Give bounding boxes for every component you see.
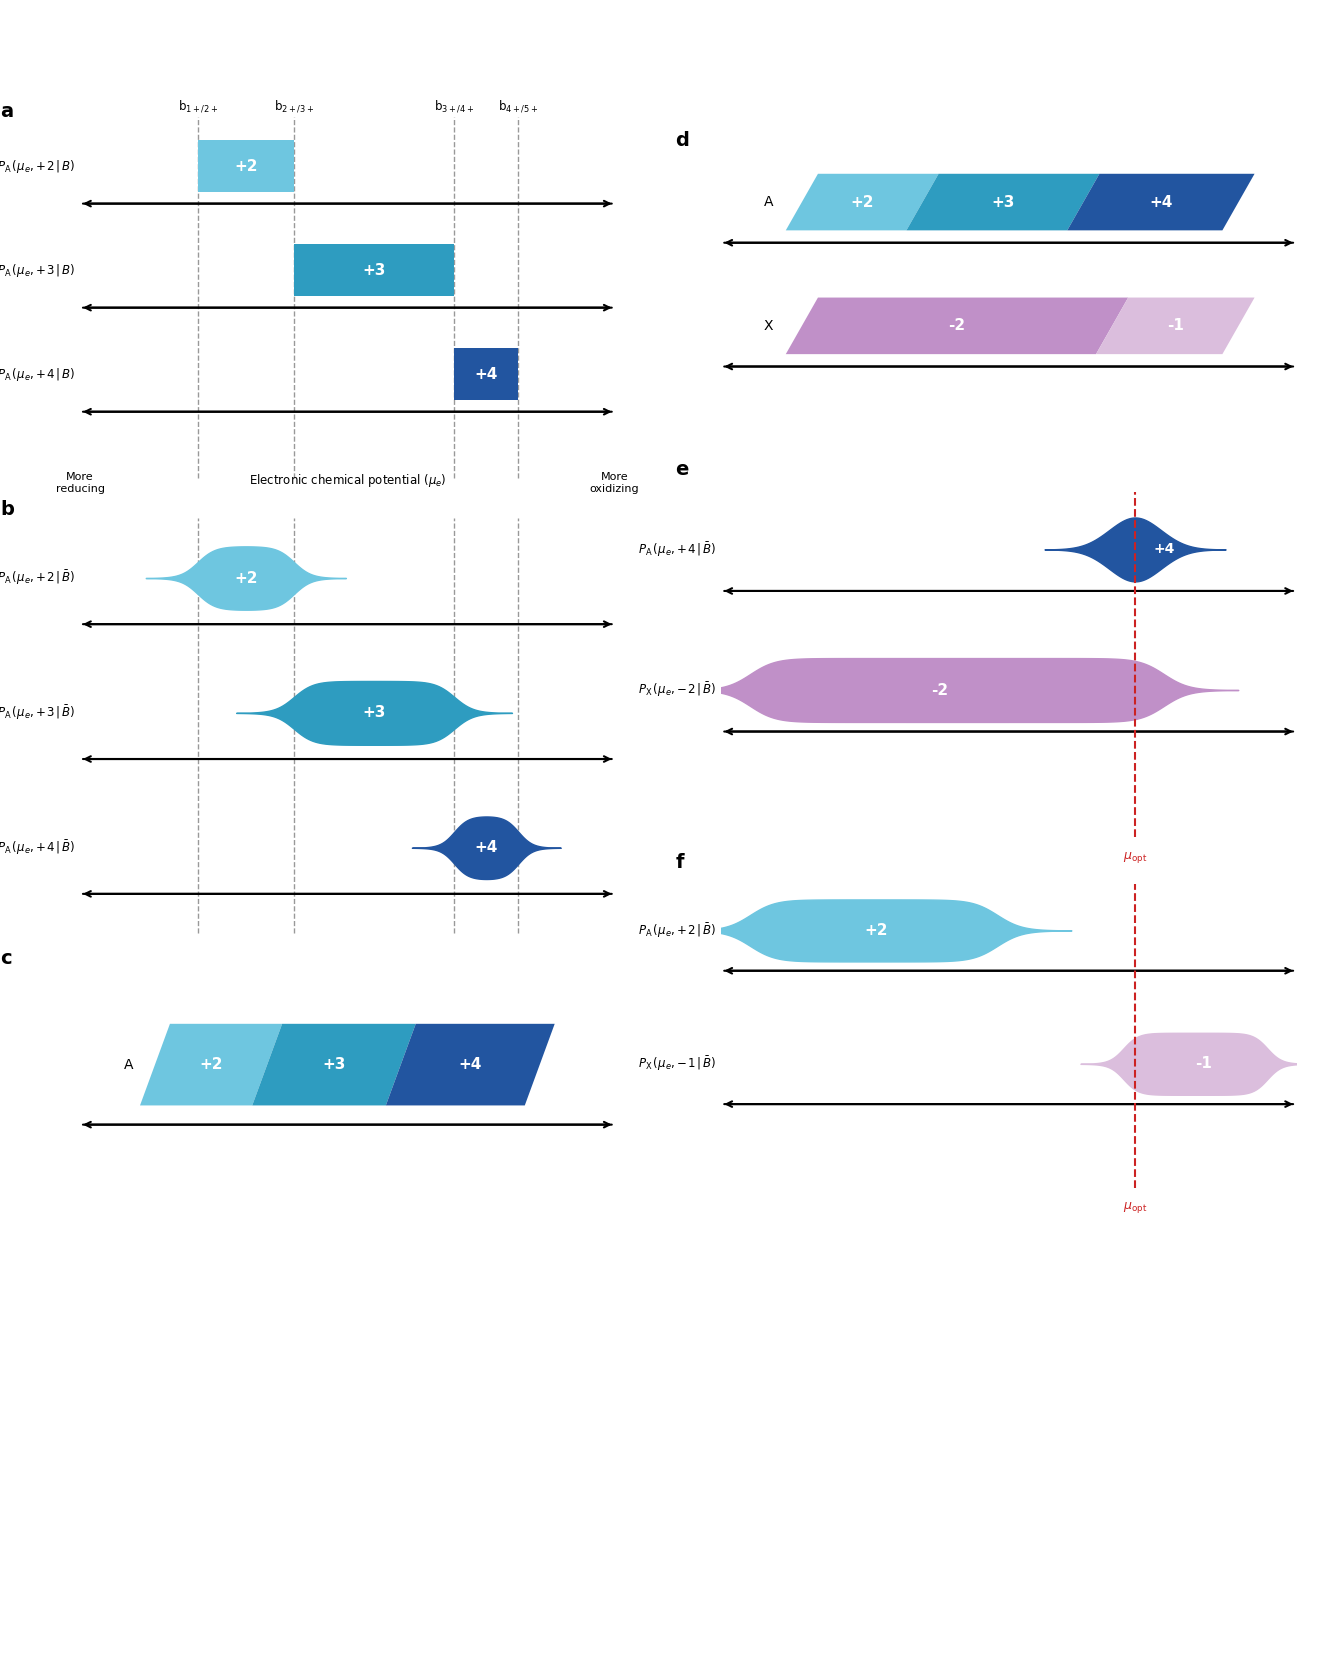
Text: -2: -2: [949, 319, 966, 334]
Text: $P_{\rm A}\,(\mu_e,\!+\!3\,|\,B)$: $P_{\rm A}\,(\mu_e,\!+\!3\,|\,B)$: [0, 262, 75, 279]
Text: +4: +4: [474, 367, 498, 382]
Text: $P_{\rm A}\,(\mu_e,\!+\!3\,|\,\bar{B})$: $P_{\rm A}\,(\mu_e,\!+\!3\,|\,\bar{B})$: [0, 703, 75, 721]
Text: +3: +3: [322, 1057, 346, 1072]
Text: $P_{\rm A}\,(\mu_e,\!+\!2\,|\,\bar{B})$: $P_{\rm A}\,(\mu_e,\!+\!2\,|\,\bar{B})$: [637, 922, 716, 940]
Text: More
oxidizing: More oxidizing: [589, 473, 640, 494]
Text: $P_{\rm X}\,(\mu_e,\!-\!1\,|\,\bar{B})$: $P_{\rm X}\,(\mu_e,\!-\!1\,|\,\bar{B})$: [637, 1054, 716, 1074]
Polygon shape: [1096, 297, 1255, 354]
Text: +4: +4: [1153, 543, 1174, 556]
Text: A: A: [124, 1057, 134, 1072]
Bar: [198, 140, 294, 192]
Text: $\mu_{\rm opt}$: $\mu_{\rm opt}$: [1124, 850, 1148, 865]
Text: b: b: [0, 499, 13, 519]
Text: c: c: [0, 949, 12, 969]
Text: +4: +4: [1149, 195, 1173, 209]
Bar: [454, 347, 518, 401]
Text: A: A: [764, 195, 774, 209]
Text: b$_{\mathregular{2+/3+}}$: b$_{\mathregular{2+/3+}}$: [274, 99, 314, 114]
Text: Electronic chemical potential ($\mu_e$): Electronic chemical potential ($\mu_e$): [248, 473, 446, 489]
Polygon shape: [1067, 174, 1255, 230]
Text: +3: +3: [362, 262, 386, 277]
Text: b$_{\mathregular{1+/2+}}$: b$_{\mathregular{1+/2+}}$: [178, 99, 218, 114]
Text: X: X: [764, 319, 774, 332]
Polygon shape: [386, 1024, 554, 1106]
Text: -1: -1: [1166, 319, 1184, 334]
Text: -1: -1: [1196, 1057, 1213, 1070]
Text: $P_{\rm A}\,(\mu_e,\!+\!4\,|\,\bar{B})$: $P_{\rm A}\,(\mu_e,\!+\!4\,|\,\bar{B})$: [637, 539, 716, 559]
Text: $P_{\rm X}\,(\mu_e,\!-\!2\,|\,\bar{B})$: $P_{\rm X}\,(\mu_e,\!-\!2\,|\,\bar{B})$: [637, 681, 716, 700]
Text: +3: +3: [362, 705, 386, 720]
Text: $\mu_{\rm opt}$: $\mu_{\rm opt}$: [1124, 1201, 1148, 1216]
Text: +2: +2: [851, 195, 874, 209]
Text: e: e: [676, 459, 689, 479]
Text: -2: -2: [931, 683, 949, 698]
Text: b$_{\mathregular{4+/5+}}$: b$_{\mathregular{4+/5+}}$: [498, 99, 538, 114]
Text: +2: +2: [234, 571, 258, 586]
Text: +2: +2: [864, 924, 888, 939]
Text: +4: +4: [474, 840, 498, 855]
Text: a: a: [0, 102, 13, 122]
Polygon shape: [786, 174, 939, 230]
Text: More
reducing: More reducing: [56, 473, 104, 494]
Text: d: d: [676, 132, 689, 150]
Polygon shape: [140, 1024, 282, 1106]
Text: b$_{\mathregular{3+/4+}}$: b$_{\mathregular{3+/4+}}$: [434, 99, 474, 114]
Polygon shape: [786, 297, 1128, 354]
Text: $P_{\rm A}\,(\mu_e,\!+\!2\,|\,B)$: $P_{\rm A}\,(\mu_e,\!+\!2\,|\,B)$: [0, 157, 75, 175]
Text: $P_{\rm A}\,(\mu_e,\!+\!4\,|\,\bar{B})$: $P_{\rm A}\,(\mu_e,\!+\!4\,|\,\bar{B})$: [0, 838, 75, 857]
Text: +2: +2: [199, 1057, 223, 1072]
Text: +4: +4: [458, 1057, 482, 1072]
Text: +2: +2: [234, 159, 258, 174]
Text: $P_{\rm A}\,(\mu_e,\!+\!2\,|\,\bar{B})$: $P_{\rm A}\,(\mu_e,\!+\!2\,|\,\bar{B})$: [0, 569, 75, 588]
Text: f: f: [676, 853, 684, 872]
Bar: [294, 244, 454, 296]
Text: $P_{\rm A}\,(\mu_e,\!+\!4\,|\,B)$: $P_{\rm A}\,(\mu_e,\!+\!4\,|\,B)$: [0, 366, 75, 382]
Polygon shape: [253, 1024, 415, 1106]
Text: +3: +3: [991, 195, 1014, 209]
Polygon shape: [906, 174, 1100, 230]
